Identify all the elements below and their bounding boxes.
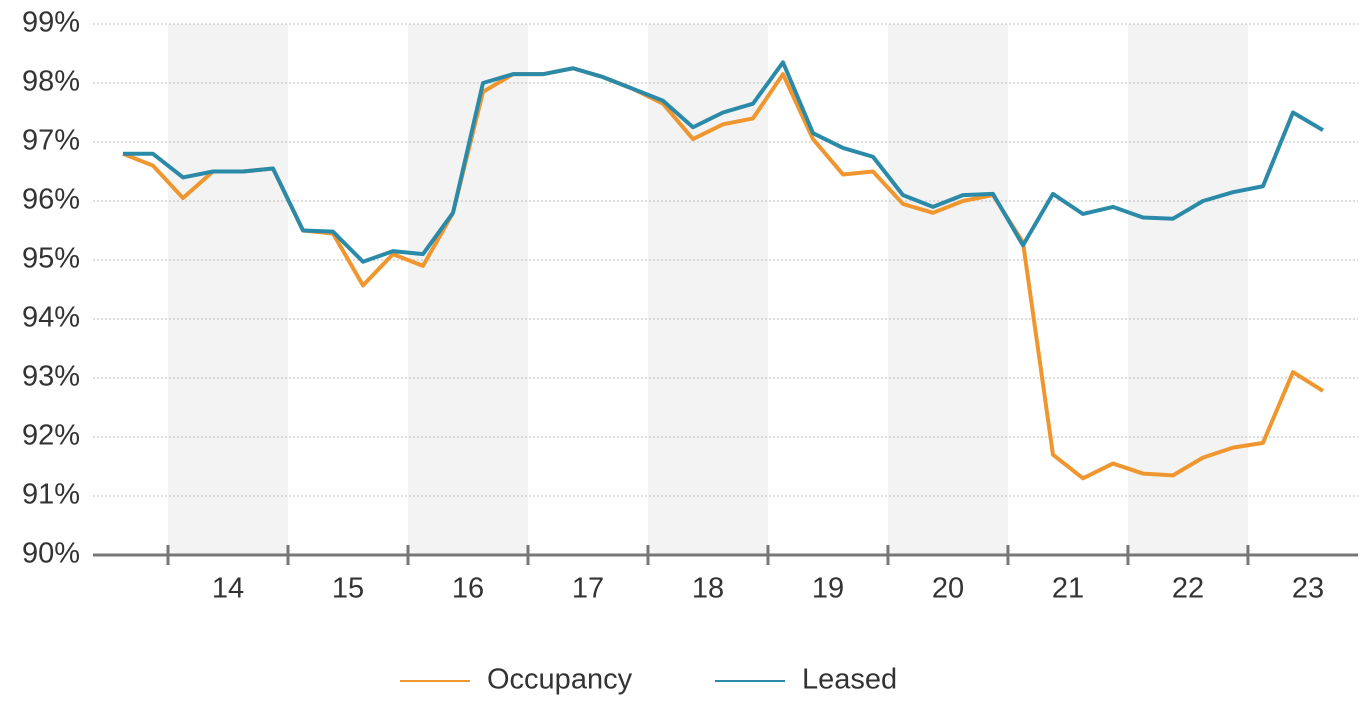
y-tick-label: 90% — [22, 538, 80, 570]
x-tick-label: 15 — [332, 573, 364, 605]
legend-label: Leased — [802, 664, 897, 696]
x-tick-label: 19 — [812, 573, 844, 605]
x-tick-label: 20 — [932, 573, 964, 605]
year-band — [167, 24, 288, 555]
x-tick-label: 14 — [212, 573, 244, 605]
y-tick-label: 94% — [22, 302, 80, 334]
x-tick-label: 18 — [692, 573, 724, 605]
y-tick-label: 92% — [22, 420, 80, 452]
series-line — [122, 60, 1324, 264]
x-tick-label: 17 — [572, 573, 604, 605]
x-tick-label: 16 — [452, 573, 484, 605]
legend-label: Occupancy — [487, 664, 633, 696]
x-tick-label: 22 — [1172, 573, 1204, 605]
y-tick-label: 96% — [22, 184, 80, 216]
y-tick-label: 91% — [22, 479, 80, 511]
y-tick-label: 93% — [22, 361, 80, 393]
y-tick-label: 95% — [22, 243, 80, 275]
x-tick-label: 23 — [1292, 573, 1324, 605]
y-tick-label: 97% — [22, 125, 80, 157]
y-tick-label: 99% — [22, 7, 80, 39]
year-band — [407, 24, 528, 555]
x-tick-label: 21 — [1052, 573, 1084, 605]
y-tick-label: 98% — [22, 66, 80, 98]
year-band — [887, 24, 1008, 555]
